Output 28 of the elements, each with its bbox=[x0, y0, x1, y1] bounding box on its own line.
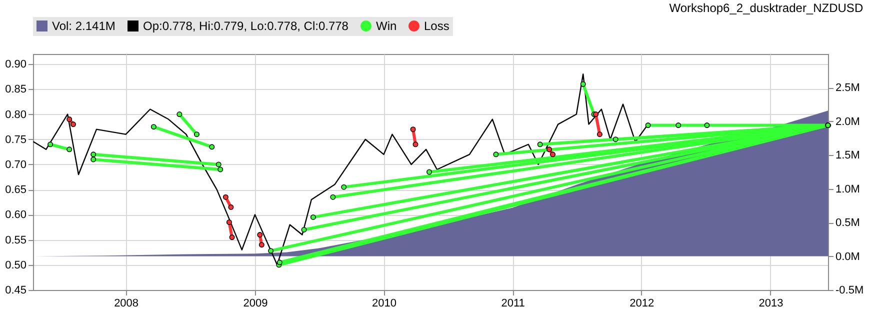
y-tick-label: 0.75 bbox=[5, 134, 26, 146]
y2-tick-label: 2.5M bbox=[836, 82, 860, 94]
legend-label: Op:0.778, Hi:0.779, Lo:0.778, Cl:0.778 bbox=[143, 19, 349, 33]
y2-tick-label: 0.5M bbox=[836, 217, 860, 230]
y2-tick-label: 1.0M bbox=[836, 183, 860, 196]
y-tick-label: 0.85 bbox=[5, 84, 26, 96]
y2-tick-label: 1.5M bbox=[836, 150, 860, 162]
y-tick-label: 0.90 bbox=[5, 58, 26, 71]
y2-tick-label: -0.5M bbox=[836, 284, 864, 296]
x-tick-label: 2011 bbox=[501, 298, 525, 310]
x-tick-label: 2009 bbox=[243, 298, 268, 310]
y-tick-label: 0.45 bbox=[5, 284, 26, 296]
chart-title: Workshop6_2_dusktrader_NZDUSD bbox=[669, 1, 864, 15]
y-tick-label: 0.60 bbox=[5, 209, 26, 222]
legend-label: Loss bbox=[424, 19, 450, 33]
y-tick-label: 0.70 bbox=[5, 158, 26, 171]
x-tick-label: 2010 bbox=[372, 298, 396, 310]
y-tick-label: 0.55 bbox=[5, 234, 26, 246]
x-tick-label: 2012 bbox=[630, 298, 654, 310]
y-tick-label: 0.80 bbox=[5, 108, 26, 121]
legend-label: Vol: 2.141M bbox=[52, 19, 116, 33]
x-tick-label: 2013 bbox=[758, 298, 784, 310]
y-tick-label: 0.50 bbox=[5, 259, 26, 272]
y-tick-label: 0.65 bbox=[5, 184, 26, 196]
x-tick-label: 2008 bbox=[114, 298, 139, 310]
y2-tick-label: 0.0M bbox=[836, 250, 860, 263]
y2-tick-label: 2.0M bbox=[836, 116, 860, 128]
legend-label: Win bbox=[376, 19, 397, 33]
